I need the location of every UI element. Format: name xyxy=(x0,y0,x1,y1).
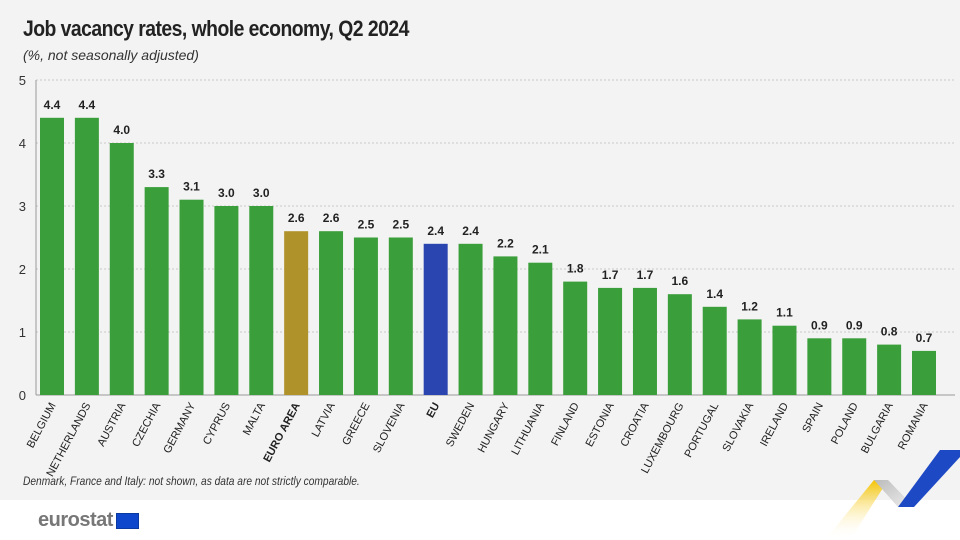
x-tick-label: AUSTRIA xyxy=(95,400,128,448)
data-label: 1.8 xyxy=(567,262,584,276)
x-tick-label: GERMANY xyxy=(161,400,198,455)
footnote: Denmark, France and Italy: not shown, as… xyxy=(23,474,360,488)
bar-estonia xyxy=(598,287,623,395)
bar-greece xyxy=(353,237,378,395)
bar-hungary xyxy=(493,256,518,395)
x-tick-label: EU xyxy=(425,401,443,420)
x-tick-label: LITHUANIA xyxy=(509,400,547,457)
bar-croatia xyxy=(632,287,657,395)
y-tick-label: 2 xyxy=(19,262,26,277)
x-tick-label: SWEDEN xyxy=(444,401,477,449)
chart-title: Job vacancy rates, whole economy, Q2 202… xyxy=(23,16,409,41)
data-label: 1.1 xyxy=(776,306,793,320)
data-label: 0.9 xyxy=(846,318,863,332)
bar-belgium xyxy=(40,117,64,396)
x-tick-label: CROATIA xyxy=(618,400,651,449)
data-label: 2.2 xyxy=(497,236,514,250)
bar-slovenia xyxy=(388,237,413,395)
x-tick-label: LATVIA xyxy=(310,400,338,439)
x-tick-label: HUNGARY xyxy=(476,400,513,455)
bar-netherlands xyxy=(74,117,99,396)
y-tick-label: 1 xyxy=(19,325,26,340)
data-label: 4.0 xyxy=(113,123,130,137)
data-label: 1.7 xyxy=(637,268,654,282)
x-tick-label: MALTA xyxy=(241,400,268,437)
data-label: 0.9 xyxy=(811,318,828,332)
bar-cyprus xyxy=(214,206,239,395)
x-tick-label: SPAIN xyxy=(800,401,826,435)
bar-eu xyxy=(423,243,448,395)
data-label: 4.4 xyxy=(79,98,96,112)
data-label: 3.1 xyxy=(183,180,200,194)
bar-slovakia xyxy=(737,319,762,395)
data-label: 1.2 xyxy=(741,299,758,313)
decorative-stripes xyxy=(825,450,960,540)
data-label: 1.7 xyxy=(602,268,619,282)
x-tick-label: POLAND xyxy=(829,401,861,447)
data-label: 1.4 xyxy=(706,287,723,301)
x-tick-label: CZECHIA xyxy=(130,400,164,449)
blue-stripe xyxy=(898,450,960,507)
x-tick-label: BELGIUM xyxy=(25,401,59,450)
x-tick-label: SLOVENIA xyxy=(371,400,408,455)
eu-flag-icon xyxy=(115,512,139,529)
bar-sweden xyxy=(458,243,483,395)
data-label: 0.7 xyxy=(916,331,933,345)
logo-text: eurostat xyxy=(38,509,113,531)
bar-latvia xyxy=(319,231,344,395)
data-label: 0.8 xyxy=(881,325,898,339)
bar-romania xyxy=(912,350,936,395)
data-label: 2.6 xyxy=(323,211,340,225)
bar-luxembourg xyxy=(667,294,692,395)
data-label: 3.0 xyxy=(218,186,235,200)
x-tick-label: ROMANIA xyxy=(896,400,931,452)
bar-euro-area xyxy=(284,231,309,395)
bar-bulgaria xyxy=(877,344,902,395)
bar-czechia xyxy=(144,187,169,395)
bar-spain xyxy=(807,338,832,395)
data-label: 2.5 xyxy=(392,218,409,232)
bar-chart: 0123454.4BELGIUM4.4NETHERLANDS4.0AUSTRIA… xyxy=(19,73,955,479)
x-tick-label: ESTONIA xyxy=(584,400,617,449)
x-tick-label: FINLAND xyxy=(549,401,582,448)
data-label: 2.4 xyxy=(462,224,479,238)
eurostat-logo: eurostat xyxy=(38,509,139,532)
y-tick-label: 0 xyxy=(19,388,26,403)
data-label: 2.6 xyxy=(288,211,305,225)
data-label: 1.6 xyxy=(671,274,688,288)
data-label: 3.3 xyxy=(148,167,165,181)
bar-finland xyxy=(563,281,588,395)
data-label: 2.1 xyxy=(532,243,549,257)
bar-lithuania xyxy=(528,262,553,395)
y-tick-label: 5 xyxy=(19,73,26,88)
x-tick-label: EURO AREA xyxy=(261,401,302,465)
bar-ireland xyxy=(772,325,797,395)
data-label: 4.4 xyxy=(44,98,61,112)
x-tick-label: CYPRUS xyxy=(201,401,233,447)
bar-germany xyxy=(179,199,204,395)
data-label: 3.0 xyxy=(253,186,270,200)
y-tick-label: 4 xyxy=(19,136,26,151)
yellow-stripe xyxy=(825,480,888,540)
data-label: 2.5 xyxy=(358,218,375,232)
bar-poland xyxy=(842,338,867,395)
bar-austria xyxy=(109,143,134,395)
x-tick-label: PORTUGAL xyxy=(682,401,721,460)
bar-malta xyxy=(249,206,274,395)
x-tick-label: GREECE xyxy=(340,401,372,448)
y-tick-label: 3 xyxy=(19,199,26,214)
x-tick-label: SLOVAKIA xyxy=(720,400,756,454)
data-label: 2.4 xyxy=(427,224,444,238)
chart-subtitle: (%, not seasonally adjusted) xyxy=(23,47,199,63)
x-tick-label: IRELAND xyxy=(758,401,791,449)
bar-portugal xyxy=(702,306,727,395)
